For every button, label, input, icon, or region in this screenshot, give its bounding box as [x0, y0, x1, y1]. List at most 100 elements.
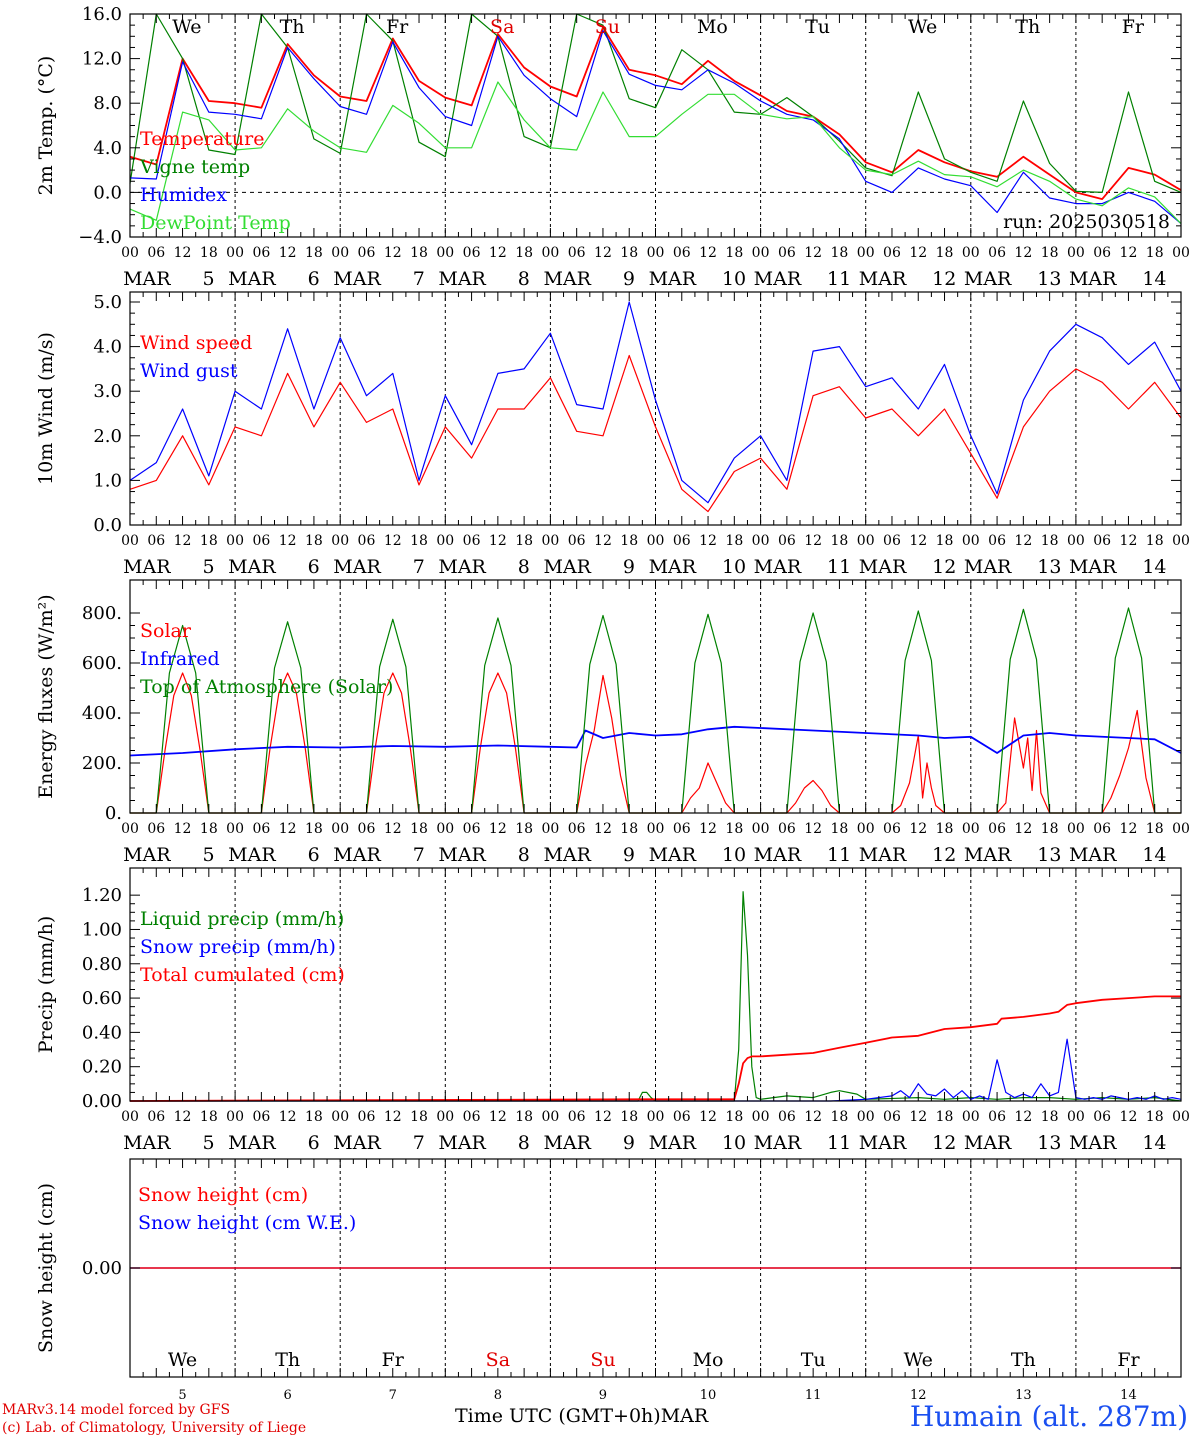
date-label: 11 — [827, 268, 851, 290]
hour-tick-label: 06 — [147, 245, 165, 261]
hour-tick-label: 06 — [988, 533, 1006, 549]
hour-tick-label: 06 — [463, 821, 481, 837]
hour-tick-label: 12 — [489, 821, 507, 837]
date-label: 13 — [1037, 556, 1061, 578]
month-label: MAR — [649, 556, 697, 578]
hour-tick-label: 06 — [463, 1109, 481, 1125]
hour-tick-label: 00 — [541, 245, 559, 261]
date-label: 14 — [1142, 268, 1166, 290]
hour-tick-label: 12 — [909, 245, 927, 261]
month-label: MAR — [438, 268, 486, 290]
hour-tick-label: 06 — [147, 821, 165, 837]
hour-tick-label: 00 — [1172, 533, 1190, 549]
day-abbr: Tu — [801, 1349, 826, 1371]
month-label: MAR — [754, 268, 802, 290]
y-tick-label: 1.00 — [82, 919, 122, 940]
day-abbr: Mo — [697, 16, 728, 38]
hour-tick-label: 18 — [725, 533, 743, 549]
copyright-credit: (c) Lab. of Climatology, University of L… — [2, 1420, 307, 1436]
hour-tick-label: 06 — [883, 821, 901, 837]
day-abbr: Tu — [805, 16, 830, 38]
hour-tick-label: 12 — [384, 245, 402, 261]
hour-tick-label: 00 — [857, 1109, 875, 1125]
date-label: 8 — [494, 1388, 502, 1403]
hour-tick-label: 12 — [1014, 533, 1032, 549]
date-label: 8 — [518, 556, 530, 578]
series-line-total-cumulated-cm- — [129, 995, 1181, 1102]
panel-5: 0.00 Snow height (cm) Snow height (cm) Snow… — [35, 1158, 1182, 1403]
hour-tick-label: 06 — [147, 533, 165, 549]
hour-tick-label: 06 — [883, 1109, 901, 1125]
month-label: MAR — [649, 268, 697, 290]
hour-tick-label: 06 — [568, 245, 586, 261]
hour-tick-label: 18 — [305, 1109, 323, 1125]
hour-tick-label: 12 — [279, 1109, 297, 1125]
y-tick-label: 2.0 — [93, 426, 122, 447]
date-label: 8 — [518, 844, 530, 866]
hour-tick-label: 06 — [673, 533, 691, 549]
hour-tick-label: 18 — [725, 245, 743, 261]
hour-tick-label: 00 — [436, 245, 454, 261]
date-label: 6 — [308, 844, 320, 866]
y-tick-label: 1.0 — [93, 470, 122, 491]
hour-tick-label: 12 — [384, 533, 402, 549]
date-label: 5 — [203, 268, 215, 290]
hour-tick-label: 12 — [594, 1109, 612, 1125]
y-axis-label: 10m Wind (m/s) — [35, 332, 57, 485]
series-line-solar — [130, 672, 1181, 814]
time-axis-month: MAR — [660, 1405, 709, 1427]
date-label: 8 — [518, 268, 530, 290]
hour-tick-label: 00 — [121, 245, 139, 261]
month-label: MAR — [333, 268, 381, 290]
month-label: MAR — [123, 844, 171, 866]
month-label: MAR — [649, 844, 697, 866]
hour-tick-label: 00 — [541, 533, 559, 549]
day-abbr: We — [172, 16, 201, 38]
hour-tick-label: 06 — [1093, 821, 1111, 837]
hour-tick-label: 18 — [936, 245, 954, 261]
month-label: MAR — [228, 556, 276, 578]
day-abbr: Th — [280, 16, 305, 38]
hour-tick-label: 00 — [962, 245, 980, 261]
date-label: 10 — [722, 268, 746, 290]
hour-tick-label: 06 — [252, 533, 270, 549]
hour-tick-label: 18 — [1041, 1109, 1059, 1125]
y-tick-label: 0.0 — [93, 515, 122, 536]
hour-tick-label: 18 — [831, 1109, 849, 1125]
month-label: MAR — [964, 1132, 1012, 1154]
hour-tick-label: 12 — [1120, 821, 1138, 837]
hour-tick-label: 12 — [699, 533, 717, 549]
legend-label: Vigne temp — [139, 156, 250, 178]
hour-tick-label: 12 — [909, 533, 927, 549]
hour-tick-label: 12 — [1014, 1109, 1032, 1125]
month-label: MAR — [333, 556, 381, 578]
series-line-humidex — [129, 30, 1182, 225]
hour-tick-label: 18 — [200, 245, 218, 261]
y-tick-label: 0. — [105, 803, 122, 824]
hour-tick-label: 12 — [384, 1109, 402, 1125]
hour-tick-label: 06 — [778, 1109, 796, 1125]
hour-tick-label: 06 — [673, 245, 691, 261]
hour-tick-label: 18 — [1041, 245, 1059, 261]
hour-tick-label: 00 — [647, 821, 665, 837]
month-label: MAR — [964, 556, 1012, 578]
date-label: 9 — [623, 268, 635, 290]
hour-tick-label: 00 — [1067, 533, 1085, 549]
hour-tick-label: 12 — [594, 821, 612, 837]
hour-tick-label: 06 — [778, 821, 796, 837]
hour-tick-label: 12 — [489, 245, 507, 261]
month-label: MAR — [543, 844, 591, 866]
day-abbr: Su — [590, 1349, 615, 1371]
hour-tick-label: 00 — [436, 821, 454, 837]
hour-tick-label: 12 — [1120, 1109, 1138, 1125]
month-label: MAR — [754, 556, 802, 578]
month-label: MAR — [123, 556, 171, 578]
hour-tick-label: 12 — [279, 533, 297, 549]
hour-tick-label: 12 — [804, 1109, 822, 1125]
y-tick-label: −4.0 — [78, 227, 122, 248]
legend-label: DewPoint Temp — [140, 212, 291, 234]
date-label: 6 — [308, 556, 320, 578]
panel-4: 0.00 0.20 0.40 0.60 0.80 1.00 1.20 Precip (mm/h… — [35, 867, 1190, 1154]
day-abbr: Th — [1011, 1349, 1036, 1371]
hour-tick-label: 00 — [226, 533, 244, 549]
